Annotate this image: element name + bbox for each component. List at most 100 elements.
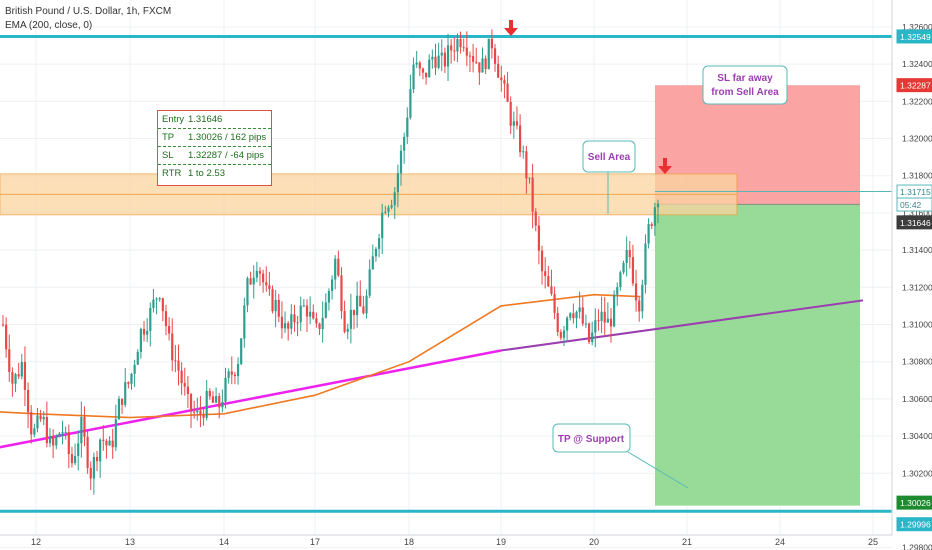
candle-body (11, 372, 14, 384)
candle-body (497, 63, 500, 78)
candle-body (114, 419, 117, 448)
candle-body (26, 389, 30, 413)
down-arrow-icon (504, 20, 518, 36)
price-tick-label: 1.31600 (902, 208, 932, 218)
candle-body (512, 121, 515, 126)
candle-body (540, 250, 544, 272)
date-tick-label: 19 (496, 537, 506, 547)
sl-note-line1: SL far away (717, 73, 773, 84)
position-zones (0, 85, 860, 506)
candle-body (490, 38, 493, 49)
candle-body (196, 410, 199, 413)
candle-body (142, 329, 146, 335)
date-tick-label: 18 (404, 537, 414, 547)
candle-body (559, 332, 562, 338)
price-tick-label: 1.32200 (902, 96, 932, 106)
candle-body (484, 58, 487, 70)
resistance-price-tag-bg (896, 29, 932, 44)
candle-body (1, 324, 5, 326)
candle-body (377, 238, 381, 249)
candle-body (603, 311, 606, 323)
entry-price-tag-bg (896, 215, 932, 230)
down-arrow-icon (658, 158, 672, 174)
candle-body (274, 299, 277, 312)
candle-body (475, 61, 478, 63)
candle-body (102, 439, 105, 441)
candle-body (111, 440, 114, 448)
candle-body (199, 410, 202, 416)
entry-row: Entry 1.31646 (158, 111, 271, 129)
candle-body (487, 38, 490, 70)
support-price-tag-bg (896, 517, 932, 532)
candle-body (522, 151, 525, 153)
candle-body (23, 362, 27, 390)
candle-body (36, 415, 39, 429)
candle-body (330, 279, 334, 291)
candle-body (211, 396, 215, 403)
candle-body (95, 456, 99, 462)
candle-body (33, 428, 36, 435)
candle-body (327, 290, 331, 303)
candle-body (406, 117, 409, 137)
candle-body (99, 439, 102, 462)
candle-body (362, 306, 365, 314)
candle-body (381, 212, 384, 239)
candle-body (243, 305, 246, 339)
candle-body (8, 349, 11, 373)
candle-body (387, 207, 390, 212)
candle-body (597, 320, 600, 322)
candle-body (399, 150, 403, 174)
candle-body (42, 416, 45, 420)
date-tick-label: 25 (868, 537, 878, 547)
candle-body (519, 125, 522, 153)
candle-body (305, 305, 309, 317)
candle-body (625, 250, 628, 263)
candle-body (249, 278, 252, 285)
candle-body (606, 318, 609, 323)
candle-body (409, 89, 412, 118)
candle-body (641, 284, 644, 312)
candle-body (283, 323, 287, 329)
candle-body (189, 394, 193, 412)
date-tick-label: 13 (125, 537, 135, 547)
candle-body (468, 55, 472, 57)
candle-body (349, 309, 352, 329)
candle-body (318, 323, 321, 329)
candle-body (515, 121, 519, 126)
tp-row-label: TP (162, 132, 175, 143)
candle-body (653, 207, 656, 226)
candle-body (628, 250, 631, 258)
candle-body (58, 433, 61, 437)
candle-body (434, 56, 437, 68)
price-tick-label: 1.30800 (902, 357, 932, 367)
take-profit-price-tag-bg (896, 495, 932, 510)
candle-body (17, 374, 20, 377)
candle-body (324, 302, 327, 318)
candle-body (252, 277, 255, 285)
trade-info-box: Entry 1.31646 TP 1.30026 / 162 pips SL 1.32… (157, 110, 272, 186)
candle-body (164, 311, 168, 327)
date-tick-label: 14 (219, 537, 229, 547)
candle-body (271, 288, 274, 312)
candle-body (481, 58, 484, 73)
candle-body (403, 136, 406, 151)
candle-body (136, 351, 139, 365)
candle-body (500, 77, 503, 81)
candle-body (446, 45, 450, 67)
date-tick-label: 24 (775, 537, 785, 547)
candle-body (108, 440, 111, 446)
candle-body (265, 282, 268, 286)
tp-callout (552, 423, 631, 453)
entry-price-tag: 1.31646 (900, 218, 931, 228)
candle-body (650, 224, 653, 226)
candle-body (177, 360, 180, 371)
candlesticks (1, 29, 660, 495)
candle-body (553, 293, 556, 313)
candle-body (315, 318, 318, 324)
candle-body (89, 467, 92, 479)
candle-body (503, 80, 506, 84)
candle-body (218, 396, 221, 408)
candle-body (534, 211, 537, 226)
candle-body (343, 311, 346, 332)
